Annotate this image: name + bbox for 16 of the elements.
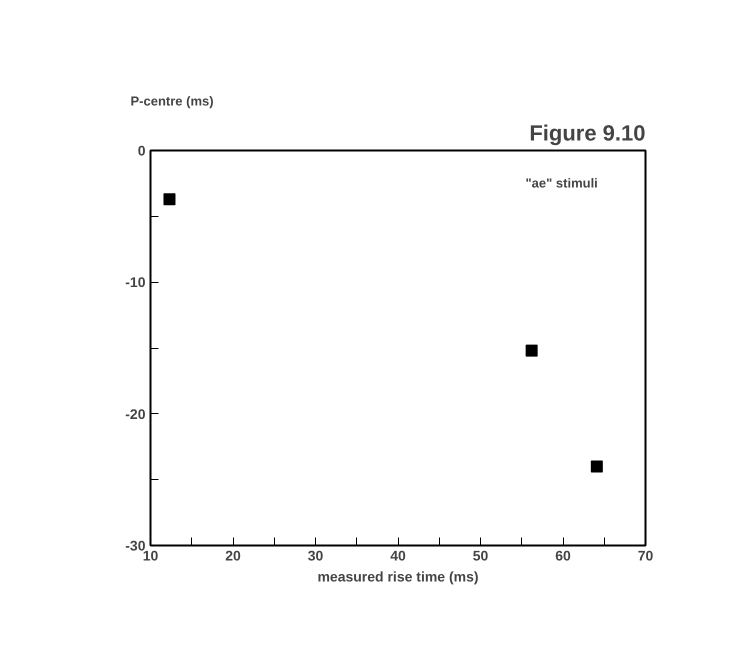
y-tick-label: -10 [125,274,146,290]
point [590,460,603,472]
x-tick-label: 30 [308,548,324,564]
x-tick-label: 20 [225,548,241,564]
chart-title: Figure 9.10 [529,120,646,146]
x-tick-label: 50 [472,548,488,564]
x-tick-label: 70 [638,548,654,564]
y-tick-label: -20 [125,406,146,422]
point [526,344,538,357]
y-axis-title: P-centre (ms) [130,94,214,108]
x-axis-title: measured rise time (ms) [317,568,479,584]
x-tick-label: 40 [390,548,406,564]
point [163,193,176,206]
annotation: "ae" stimuli [526,176,598,190]
y-tick-label: 0 [138,142,146,158]
x-tick-label: 60 [555,548,571,564]
